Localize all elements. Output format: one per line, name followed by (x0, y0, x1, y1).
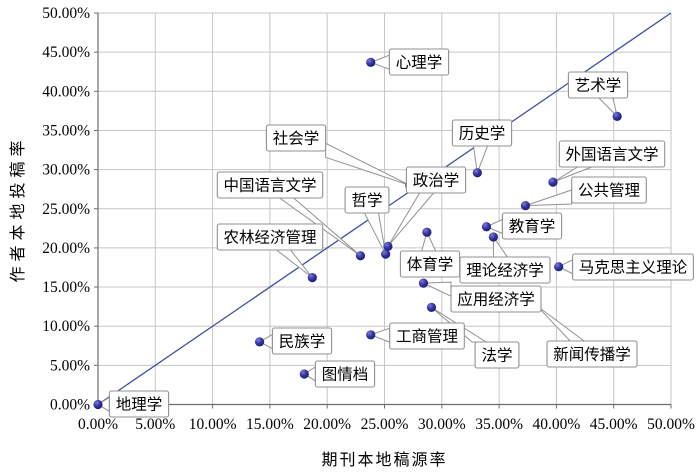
callout-label: 中国语言文学 (223, 177, 316, 195)
callout-label: 地理学 (116, 396, 163, 414)
data-point (481, 222, 492, 232)
callout-wedge (325, 142, 410, 186)
callout-box (558, 140, 666, 168)
callout-label: 工商管理 (396, 328, 458, 346)
y-tick-label: 40.00% (42, 83, 90, 100)
callout-label: 政治学 (413, 172, 460, 190)
data-point (554, 262, 564, 272)
callout-label: 外国语言文学 (565, 146, 658, 164)
callout-box (314, 360, 376, 388)
y-tick-label: 50.00% (42, 5, 90, 22)
callout-label: 法学 (481, 347, 512, 365)
callout-label: 哲学 (351, 192, 382, 210)
callout-box (501, 212, 563, 240)
data-point (381, 249, 391, 259)
callout-box (572, 253, 694, 281)
callout-box (216, 223, 324, 251)
x-tick-label: 50.00% (647, 416, 695, 433)
callout-label: 历史学 (459, 125, 506, 143)
callout-label: 马克思主义理论 (579, 259, 688, 277)
callout-box (271, 327, 333, 355)
y-tick-label: 30.00% (42, 162, 90, 179)
x-axis-title: 期刊本地稿源率 (321, 452, 448, 469)
data-point (366, 57, 376, 67)
x-tick-label: 5.00% (135, 416, 175, 433)
x-tick-label: 25.00% (361, 416, 409, 433)
y-tick-label: 0.00% (50, 397, 90, 414)
data-point (307, 273, 317, 283)
callout-box (571, 176, 647, 204)
data-point (93, 399, 103, 410)
callout-label: 民族学 (279, 333, 326, 351)
y-tick-label: 10.00% (42, 318, 90, 335)
callout-label: 理论经济学 (466, 262, 544, 280)
callout-wedge (275, 249, 313, 279)
data-point (299, 369, 309, 379)
callout-box (216, 171, 324, 199)
y-tick-label: 20.00% (42, 240, 90, 257)
callout-box (474, 341, 520, 369)
y-tick-label: 15.00% (42, 279, 90, 296)
callout-label: 农林经济管理 (223, 229, 316, 247)
data-point (488, 232, 498, 242)
x-tick-label: 35.00% (475, 416, 523, 433)
x-tick-label: 20.00% (303, 416, 351, 433)
callout-label: 图情档 (322, 366, 369, 384)
callout-box (265, 124, 327, 152)
callout-box (108, 390, 170, 418)
x-tick-label: 10.00% (189, 416, 237, 433)
callout-wedge (536, 305, 586, 342)
callout-label: 艺术学 (575, 77, 622, 95)
data-point (422, 227, 432, 237)
callout-box (344, 186, 390, 214)
callout-label: 新闻传播学 (553, 346, 631, 364)
callout-label: 社会学 (273, 130, 320, 148)
callout-wedge (525, 189, 573, 207)
x-tick-label: 45.00% (590, 416, 638, 433)
data-point (612, 111, 622, 121)
data-point (426, 302, 437, 313)
x-tick-label: 30.00% (418, 416, 466, 433)
callout-box (567, 71, 629, 99)
y-tick-label: 5.00% (50, 357, 90, 374)
callout-label: 教育学 (509, 218, 556, 236)
data-point (355, 251, 366, 261)
callout-box (389, 322, 465, 350)
callout-label: 体育学 (407, 256, 454, 274)
data-point (254, 337, 265, 347)
x-tick-label: 15.00% (246, 416, 294, 433)
callout-box (546, 340, 638, 368)
data-point (548, 177, 558, 187)
x-tick-label: 0.00% (78, 416, 118, 433)
y-tick-label: 45.00% (42, 44, 90, 61)
data-point (472, 168, 482, 178)
data-point (383, 241, 393, 251)
y-tick-label: 35.00% (42, 122, 90, 139)
callout-box (405, 166, 467, 194)
y-axis-title: 作者本地投稿率 (10, 135, 27, 283)
callout-box (451, 119, 513, 147)
callout-label: 公共管理 (578, 182, 640, 200)
y-tick-label: 25.00% (42, 201, 90, 218)
callout-label: 心理学 (396, 54, 443, 72)
data-point (418, 278, 429, 288)
data-point (366, 330, 376, 340)
callout-box (399, 250, 461, 278)
data-point (520, 201, 531, 211)
callout-box (450, 285, 542, 313)
callout-label: 应用经济学 (457, 290, 535, 309)
callout-box (388, 48, 450, 76)
x-tick-label: 40.00% (533, 416, 581, 433)
